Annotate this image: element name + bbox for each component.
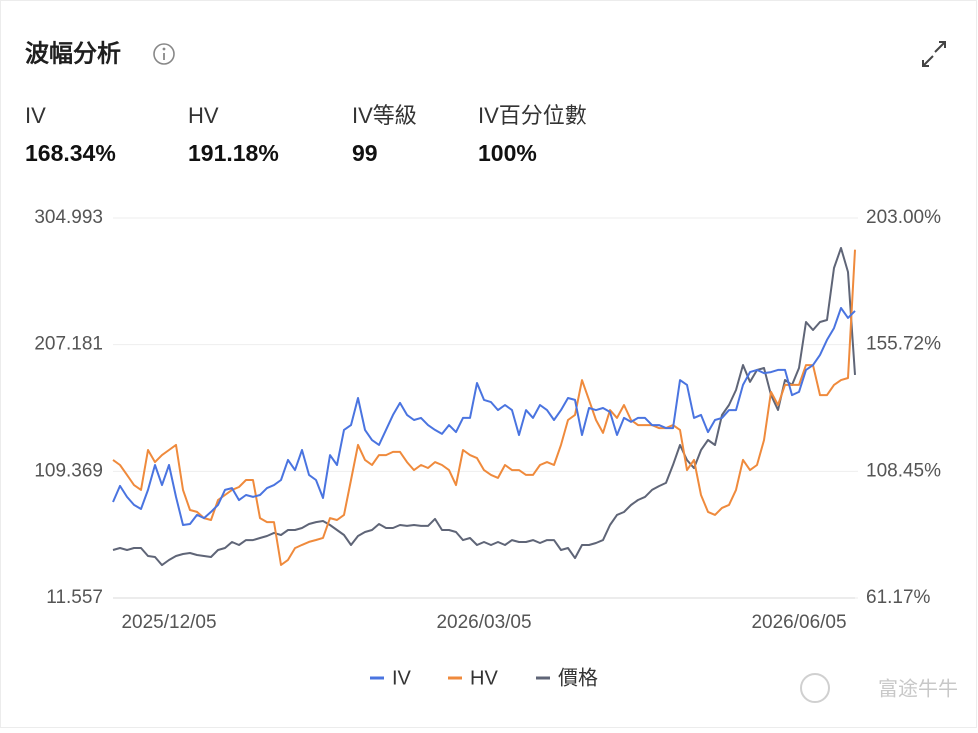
y-tick-label: 109.369 — [34, 460, 103, 481]
expand-icon[interactable] — [922, 41, 946, 67]
legend-label: 價格 — [558, 666, 598, 689]
y-tick-label: 11.557 — [46, 587, 103, 608]
stat-label: IV百分位數 — [478, 103, 587, 128]
series-line — [112, 307, 856, 526]
watermark: 富途牛牛 — [878, 677, 958, 700]
stats: IV 168.34% HV 191.18% IV等級 99 IV百分位數 100% — [25, 103, 587, 166]
legend-label: HV — [470, 667, 498, 689]
stat-value: 100% — [478, 140, 537, 166]
x-tick-label: 2026/03/05 — [436, 612, 531, 633]
info-icon[interactable] — [153, 43, 175, 65]
stat-label: IV — [25, 103, 46, 128]
card-title: 波幅分析 — [25, 40, 121, 67]
y2-tick-label: 203.00% — [866, 207, 941, 228]
watermark-logo — [800, 673, 830, 703]
y2-tick-label: 108.45% — [866, 460, 941, 481]
stat-value: 191.18% — [188, 140, 279, 166]
series-line — [112, 249, 856, 566]
series-line — [112, 247, 856, 567]
stat-value: 99 — [352, 140, 378, 166]
legend-label: IV — [392, 667, 412, 689]
stat-label: HV — [188, 103, 219, 128]
y-tick-label: 304.993 — [34, 207, 103, 228]
plot: 11.557 109.369 207.181 304.993 61.17% 108.45%… — [34, 207, 941, 689]
stat-value: 168.34% — [25, 140, 116, 166]
y-tick-label: 207.181 — [34, 334, 103, 355]
x-tick-label: 2025/12/05 — [121, 612, 216, 633]
y2-tick-label: 61.17% — [866, 587, 931, 608]
x-tick-label: 2026/06/05 — [751, 612, 846, 633]
y2-tick-label: 155.72% — [866, 334, 941, 355]
stat-label: IV等級 — [352, 103, 417, 128]
